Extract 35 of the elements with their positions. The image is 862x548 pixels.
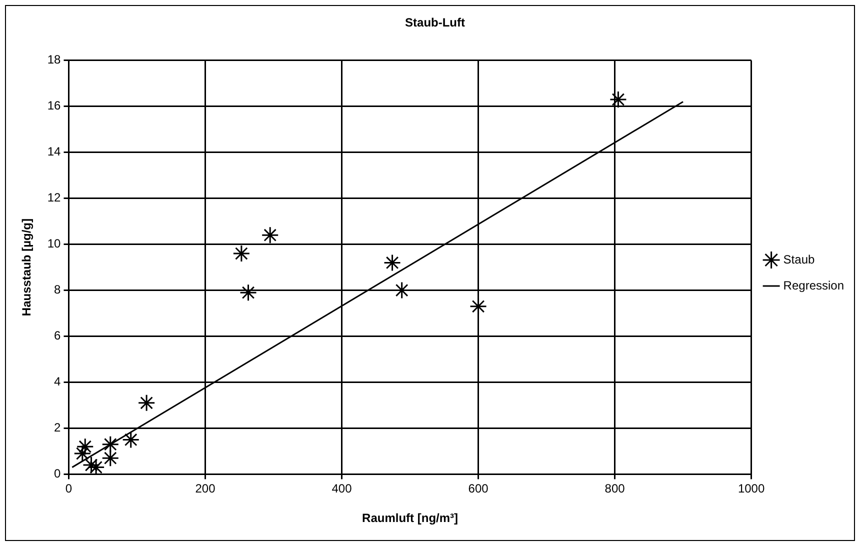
x-axis-title: Raumluft [ng/m³] bbox=[362, 511, 458, 526]
point bbox=[240, 284, 258, 302]
point bbox=[82, 456, 100, 474]
x-tick-label: 800 bbox=[604, 482, 626, 496]
point bbox=[232, 244, 250, 262]
y-tick-label: 2 bbox=[54, 420, 62, 435]
x-tick-label: 400 bbox=[332, 482, 352, 496]
x-tick-label: 0 bbox=[65, 482, 72, 496]
point bbox=[122, 430, 140, 448]
point bbox=[102, 436, 120, 454]
point bbox=[138, 394, 156, 412]
y-axis-title: Hausstaub [µg/g] bbox=[20, 218, 34, 316]
legend-label: Staub bbox=[783, 252, 815, 266]
x-tick-label: 200 bbox=[195, 482, 216, 496]
point bbox=[384, 254, 402, 272]
point bbox=[76, 438, 94, 456]
point bbox=[102, 449, 120, 467]
y-tick-label: 12 bbox=[47, 190, 62, 205]
y-tick-label: 16 bbox=[47, 98, 62, 113]
y-tick-label: 14 bbox=[47, 144, 62, 159]
point bbox=[87, 458, 105, 474]
point bbox=[609, 90, 627, 108]
y-tick-label: 18 bbox=[47, 52, 62, 67]
x-tick-label: 600 bbox=[468, 482, 489, 496]
point bbox=[261, 226, 279, 244]
legend-label: Regression bbox=[783, 278, 844, 292]
chart-title: Staub-Luft bbox=[405, 16, 465, 30]
x-tick-label: 1000 bbox=[738, 482, 765, 496]
y-tick-label: 4 bbox=[54, 374, 62, 389]
y-tick-label: 10 bbox=[47, 236, 62, 251]
point bbox=[470, 298, 488, 316]
y-tick-label: 8 bbox=[54, 282, 62, 297]
point bbox=[74, 444, 92, 462]
y-tick-label: 0 bbox=[54, 466, 62, 481]
y-tick-label: 6 bbox=[54, 328, 62, 343]
